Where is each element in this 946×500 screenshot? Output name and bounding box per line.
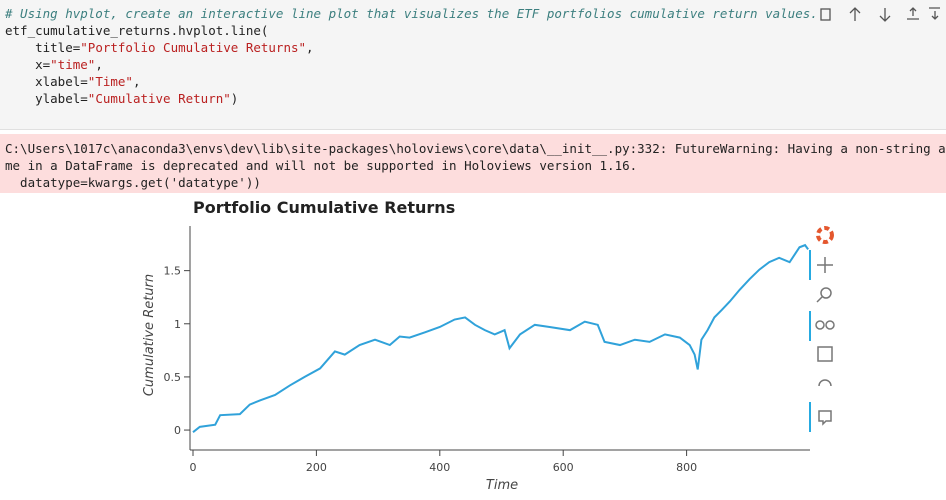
code-token: , — [306, 40, 314, 55]
x-tick-label: 600 — [553, 461, 574, 474]
chart-title: Portfolio Cumulative Returns — [193, 198, 455, 217]
x-tick-label: 800 — [676, 461, 697, 474]
code-token: , — [132, 74, 141, 89]
code-line: # Using hvplot, create an interactive li… — [5, 5, 946, 22]
code-line: x="time", — [5, 56, 946, 73]
code-token: , — [95, 57, 103, 72]
wheel-zoom-icon[interactable] — [815, 320, 835, 330]
string-token: "Cumulative Return" — [87, 91, 231, 106]
x-axis-label: Time — [486, 478, 518, 493]
code-line: etf_cumulative_returns.hvplot.line( — [5, 22, 946, 39]
x-tick-label: 0 — [190, 461, 197, 474]
string-token: "Time" — [87, 74, 133, 89]
save-icon[interactable] — [817, 346, 833, 362]
string-token: "time" — [50, 57, 96, 72]
code-token: etf_cumulative_returns.hvplot.line( — [5, 23, 269, 38]
hover-icon[interactable] — [818, 410, 832, 426]
plot-toolbar — [809, 226, 835, 432]
code-token: title= — [5, 40, 81, 55]
insert-above-icon[interactable] — [907, 7, 919, 20]
comment: # Using hvplot, create an interactive li… — [5, 6, 818, 21]
warning-output: C:\Users\1017c\anaconda3\envs\dev\lib\si… — [0, 134, 946, 193]
code-token: ylabel= — [5, 91, 88, 106]
y-tick-label: 0 — [174, 424, 181, 437]
move-down-icon[interactable] — [879, 8, 891, 22]
warning-line: datatype=kwargs.get('datatype')) — [5, 175, 261, 190]
cell-toolbar — [820, 7, 940, 22]
string-token: "Portfolio Cumulative Returns" — [80, 40, 307, 55]
code-line: xlabel="Time", — [5, 73, 946, 90]
y-axis-label: Cumulative Return — [142, 274, 157, 396]
insert-below-icon[interactable] — [929, 7, 940, 20]
chart: Portfolio Cumulative Returns Time Cumula… — [142, 198, 835, 493]
code-token: x= — [5, 57, 51, 72]
code-line: ylabel="Cumulative Return") — [5, 90, 946, 107]
box-zoom-icon[interactable] — [816, 287, 832, 303]
copy-icon[interactable] — [820, 8, 831, 21]
y-tick-label: 0.5 — [164, 371, 182, 384]
warning-line: C:\Users\1017c\anaconda3\envs\dev\lib\si… — [5, 141, 946, 156]
warning-line: me in a DataFrame is deprecated and will… — [5, 158, 638, 173]
code-line: title="Portfolio Cumulative Returns", — [5, 39, 946, 56]
code-token: xlabel= — [5, 74, 88, 89]
code-token: ) — [230, 91, 239, 106]
move-up-icon[interactable] — [849, 7, 861, 21]
y-tick-label: 1 — [174, 318, 181, 331]
bokeh-logo[interactable] — [816, 226, 834, 244]
data-line — [192, 243, 809, 433]
pan-icon[interactable] — [817, 257, 833, 273]
reset-icon[interactable] — [818, 379, 832, 387]
x-tick-label: 400 — [429, 461, 450, 474]
code-cell[interactable]: # Using hvplot, create an interactive li… — [0, 0, 946, 130]
y-tick-label: 1.5 — [164, 265, 182, 278]
x-tick-label: 200 — [306, 461, 327, 474]
